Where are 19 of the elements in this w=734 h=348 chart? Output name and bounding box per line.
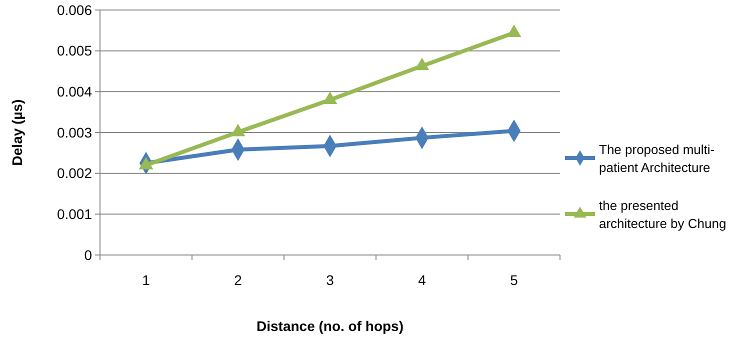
y-tick-label: 0.006 bbox=[56, 2, 92, 18]
x-tick-label: 2 bbox=[234, 272, 242, 288]
point bbox=[322, 92, 338, 104]
y-tick-label: 0.003 bbox=[56, 124, 92, 140]
legend-label: the presented architecture by Chung bbox=[599, 198, 726, 231]
y-tick-label: 0.002 bbox=[56, 165, 92, 182]
y-tick-label: 0.001 bbox=[56, 206, 92, 222]
x-tick-label: 4 bbox=[418, 272, 426, 288]
x-tick-label: 5 bbox=[510, 272, 518, 288]
x-tick-label: 3 bbox=[326, 272, 334, 288]
legend-label: The proposed multi-patient Architecture bbox=[599, 142, 715, 175]
y-tick-label: 0.005 bbox=[56, 42, 92, 59]
point bbox=[414, 58, 430, 70]
y-tick-label: 0.004 bbox=[56, 84, 92, 100]
x-axis-title: Distance (no. of hops) bbox=[256, 318, 404, 334]
y-tick-label: 0 bbox=[84, 246, 92, 263]
y-axis-title: Delay (µs) bbox=[9, 99, 25, 166]
point bbox=[506, 24, 522, 38]
x-tick-label: 1 bbox=[142, 272, 150, 288]
